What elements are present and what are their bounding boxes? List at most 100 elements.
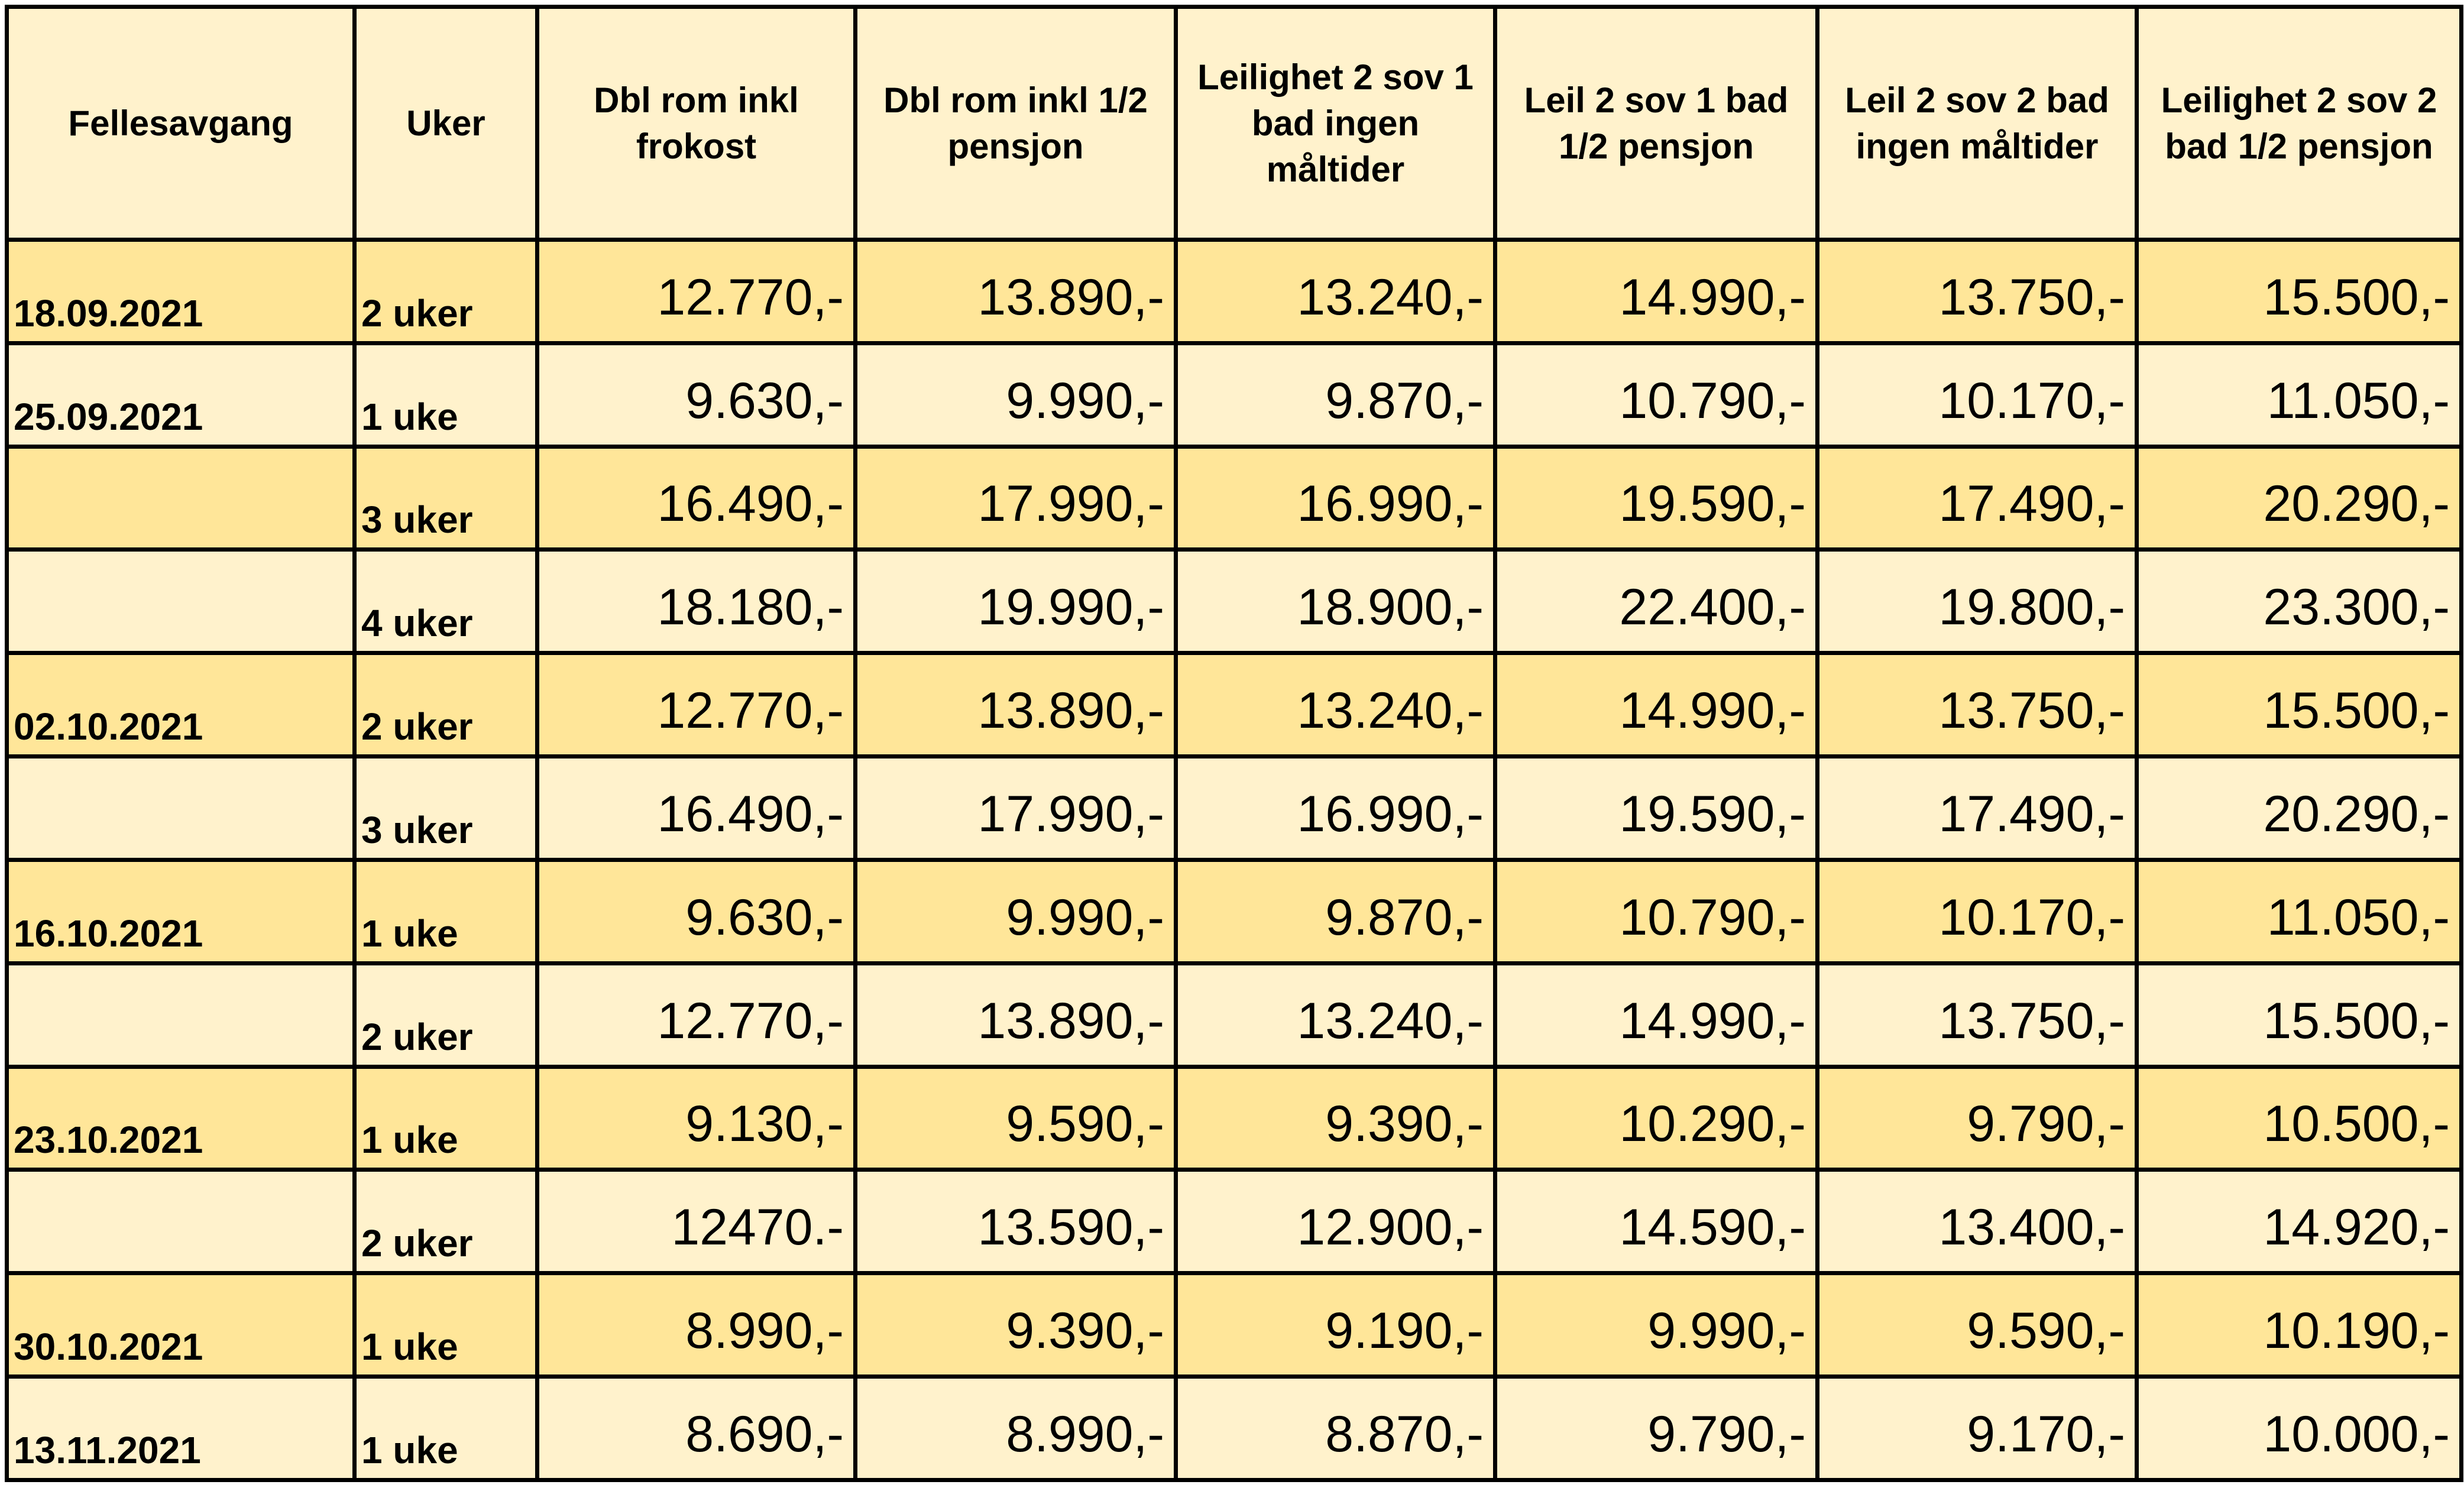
- header-cell-leil-2-bad-ingen-maltider: Leil 2 sov 2 bad ingen måltider: [1815, 5, 2139, 242]
- table-row: 23.10.2021 1 uke 9.130,- 9.590,- 9.390,- 10.2…: [5, 1064, 2463, 1172]
- departure-date-cell: [5, 1168, 357, 1276]
- price-cell: 16.990,-: [1174, 754, 1497, 862]
- price-cell: 13.890,-: [853, 651, 1178, 759]
- price-cell: 16.990,-: [1174, 444, 1497, 552]
- departure-date-cell: 18.09.2021: [5, 238, 357, 345]
- price-cell: 12.770,-: [535, 238, 857, 345]
- departure-date-cell: 23.10.2021: [5, 1064, 357, 1172]
- price-cell: 17.990,-: [853, 754, 1178, 862]
- price-table: Fellesavgang Uker Dbl rom inkl frokost D…: [5, 5, 2463, 1482]
- price-cell: 20.290,-: [2135, 444, 2463, 552]
- price-cell: 18.180,-: [535, 547, 857, 656]
- price-cell: 19.590,-: [1493, 444, 1819, 552]
- departure-date-cell: 30.10.2021: [5, 1271, 357, 1379]
- header-cell-dbl-rom-halvpensjon: Dbl rom inkl 1/2 pensjon: [853, 5, 1178, 242]
- price-cell: 9.990,-: [1493, 1271, 1819, 1379]
- price-cell: 9.870,-: [1174, 341, 1497, 449]
- price-cell: 9.590,-: [853, 1064, 1178, 1172]
- price-cell: 22.400,-: [1493, 547, 1819, 656]
- price-cell: 8.690,-: [535, 1374, 857, 1482]
- table-row: 3 uker 16.490,- 17.990,- 16.990,- 19.590,- 17…: [5, 754, 2463, 862]
- price-cell: 13.240,-: [1174, 651, 1497, 759]
- price-cell: 14.990,-: [1493, 961, 1819, 1069]
- table-row: 16.10.2021 1 uke 9.630,- 9.990,- 9.870,- 10.7…: [5, 857, 2463, 965]
- price-cell: 16.490,-: [535, 444, 857, 552]
- price-cell: 23.300,-: [2135, 547, 2463, 656]
- price-cell: 13.590,-: [853, 1168, 1178, 1276]
- price-cell: 9.130,-: [535, 1064, 857, 1172]
- price-cell: 14.990,-: [1493, 238, 1819, 345]
- table-row: 4 uker 18.180,- 19.990,- 18.900,- 22.400,- 19…: [5, 547, 2463, 656]
- price-cell: 12.770,-: [535, 651, 857, 759]
- price-cell: 20.290,-: [2135, 754, 2463, 862]
- weeks-cell: 1 uke: [352, 857, 539, 965]
- price-cell: 8.990,-: [853, 1374, 1178, 1482]
- header-cell-fellesavgang: Fellesavgang: [5, 5, 357, 242]
- table-row: 3 uker 16.490,- 17.990,- 16.990,- 19.590,- 17…: [5, 444, 2463, 552]
- price-cell: 17.990,-: [853, 444, 1178, 552]
- price-cell: 10.170,-: [1815, 857, 2139, 965]
- weeks-cell: 3 uker: [352, 754, 539, 862]
- price-cell: 9.870,-: [1174, 857, 1497, 965]
- weeks-cell: 2 uker: [352, 1168, 539, 1276]
- departure-date-cell: 13.11.2021: [5, 1374, 357, 1482]
- table-row: 02.10.2021 2 uker 12.770,- 13.890,- 13.240,-…: [5, 651, 2463, 759]
- price-cell: 12.900,-: [1174, 1168, 1497, 1276]
- header-cell-leilighet-2-bad-halvpensjon: Leilighet 2 sov 2 bad 1/2 pensjon: [2135, 5, 2463, 242]
- price-cell: 13.890,-: [853, 238, 1178, 345]
- price-cell: 10.190,-: [2135, 1271, 2463, 1379]
- price-cell: 9.630,-: [535, 341, 857, 449]
- price-cell: 9.590,-: [1815, 1271, 2139, 1379]
- price-cell: 9.390,-: [1174, 1064, 1497, 1172]
- departure-date-cell: 16.10.2021: [5, 857, 357, 965]
- price-cell: 12.770,-: [535, 961, 857, 1069]
- price-cell: 11.050,-: [2135, 857, 2463, 965]
- price-cell: 13.750,-: [1815, 961, 2139, 1069]
- price-cell: 13.240,-: [1174, 961, 1497, 1069]
- price-cell: 10.500,-: [2135, 1064, 2463, 1172]
- table-body: 18.09.2021 2 uker 12.770,- 13.890,- 13.240,-…: [5, 238, 2463, 1482]
- departure-date-cell: [5, 547, 357, 656]
- departure-date-cell: [5, 444, 357, 552]
- weeks-cell: 1 uke: [352, 341, 539, 449]
- price-cell: 13.400,-: [1815, 1168, 2139, 1276]
- weeks-cell: 3 uker: [352, 444, 539, 552]
- table-row: 2 uker 12.770,- 13.890,- 13.240,- 14.990,- 13…: [5, 961, 2463, 1069]
- table-row: 30.10.2021 1 uke 8.990,- 9.390,- 9.190,- 9.99…: [5, 1271, 2463, 1379]
- price-cell: 9.790,-: [1815, 1064, 2139, 1172]
- price-cell: 17.490,-: [1815, 444, 2139, 552]
- price-cell: 14.990,-: [1493, 651, 1819, 759]
- price-cell: 15.500,-: [2135, 238, 2463, 345]
- price-cell: 9.630,-: [535, 857, 857, 965]
- price-cell: 14.590,-: [1493, 1168, 1819, 1276]
- header-cell-uker: Uker: [352, 5, 539, 242]
- departure-date-cell: 02.10.2021: [5, 651, 357, 759]
- departure-date-cell: 25.09.2021: [5, 341, 357, 449]
- price-cell: 10.790,-: [1493, 341, 1819, 449]
- table-row: 2 uker 12470.- 13.590,- 12.900,- 14.590,- 13.…: [5, 1168, 2463, 1276]
- price-cell: 15.500,-: [2135, 961, 2463, 1069]
- price-cell: 9.990,-: [853, 857, 1178, 965]
- price-cell: 9.190,-: [1174, 1271, 1497, 1379]
- weeks-cell: 2 uker: [352, 651, 539, 759]
- price-cell: 19.590,-: [1493, 754, 1819, 862]
- price-cell: 13.750,-: [1815, 651, 2139, 759]
- departure-date-cell: [5, 754, 357, 862]
- price-cell: 9.790,-: [1493, 1374, 1819, 1482]
- price-cell: 13.240,-: [1174, 238, 1497, 345]
- price-cell: 13.890,-: [853, 961, 1178, 1069]
- price-cell: 10.790,-: [1493, 857, 1819, 965]
- weeks-cell: 2 uker: [352, 961, 539, 1069]
- header-row: Fellesavgang Uker Dbl rom inkl frokost D…: [5, 5, 2463, 242]
- price-cell: 15.500,-: [2135, 651, 2463, 759]
- price-cell: 8.990,-: [535, 1271, 857, 1379]
- price-cell: 19.990,-: [853, 547, 1178, 656]
- price-cell: 19.800,-: [1815, 547, 2139, 656]
- weeks-cell: 1 uke: [352, 1271, 539, 1379]
- price-cell: 11.050,-: [2135, 341, 2463, 449]
- table-row: 25.09.2021 1 uke 9.630,- 9.990,- 9.870,- 10.7…: [5, 341, 2463, 449]
- weeks-cell: 1 uke: [352, 1374, 539, 1482]
- price-cell: 10.170,-: [1815, 341, 2139, 449]
- table-row: 13.11.2021 1 uke 8.690,- 8.990,- 8.870,- 9.79…: [5, 1374, 2463, 1482]
- weeks-cell: 1 uke: [352, 1064, 539, 1172]
